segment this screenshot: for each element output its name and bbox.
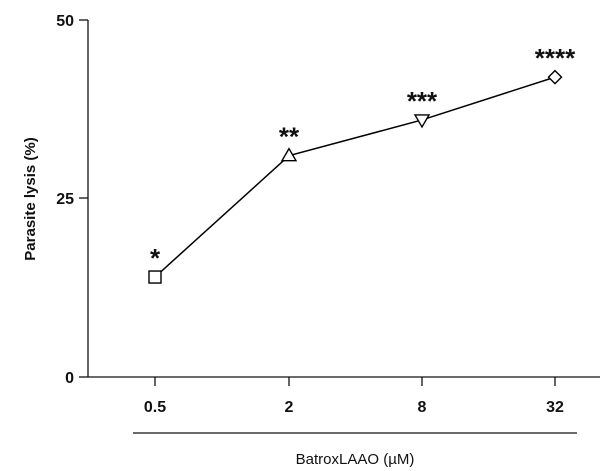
x-tick-label: 0.5 bbox=[144, 399, 166, 416]
significance-label: * bbox=[150, 243, 161, 273]
data-point-triangle-down-icon bbox=[413, 114, 431, 129]
y-axis-title: Parasite lysis (%) bbox=[22, 137, 39, 260]
y-tick-label: 50 bbox=[56, 13, 74, 30]
x-tick-label: 8 bbox=[418, 399, 427, 416]
series-layer: ********** bbox=[148, 43, 576, 284]
series-line bbox=[154, 76, 556, 278]
x-tick-label: 2 bbox=[285, 399, 294, 416]
y-tick-label: 0 bbox=[65, 370, 74, 387]
significance-label: *** bbox=[407, 86, 438, 116]
x-axis-title: BatroxLAAO (µM) bbox=[296, 451, 415, 468]
y-ticks: 50 25 0 bbox=[56, 13, 88, 387]
significance-label: **** bbox=[535, 43, 576, 73]
x-tick-label: 32 bbox=[546, 399, 564, 416]
data-point-square-icon bbox=[148, 270, 162, 284]
data-point-diamond-icon bbox=[547, 69, 563, 85]
x-ticks: 0.5 2 8 32 bbox=[144, 377, 564, 416]
significance-label: ** bbox=[279, 122, 300, 152]
y-tick-label: 25 bbox=[56, 191, 74, 208]
data-point-triangle-up-icon bbox=[280, 147, 298, 162]
